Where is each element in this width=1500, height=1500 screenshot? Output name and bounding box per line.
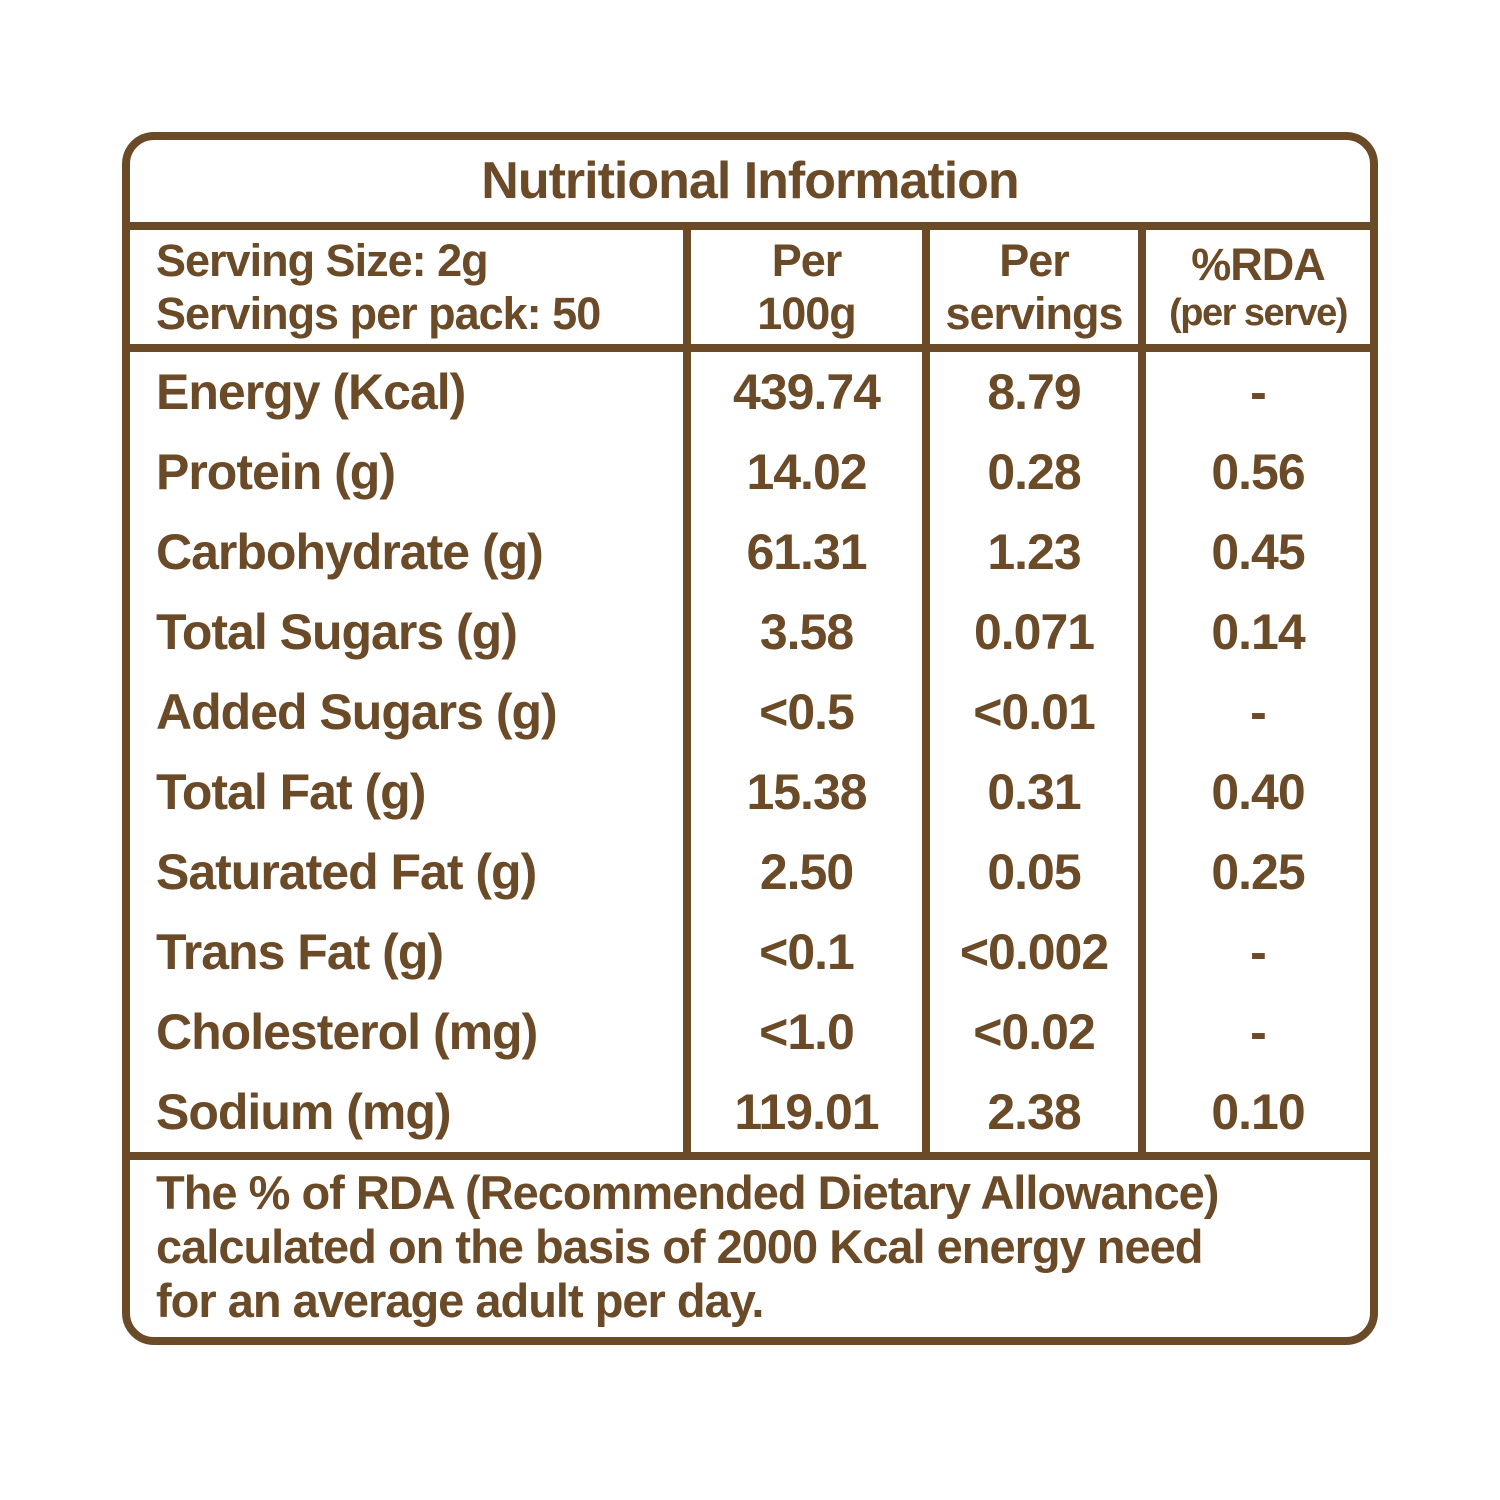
nutrient-name-cell: Total Fat (g) xyxy=(156,764,426,820)
per-100g-cell: <0.1 xyxy=(683,912,922,992)
rda-cell: 0.45 xyxy=(1138,512,1370,592)
per-serving-cell: <0.02 xyxy=(922,992,1138,1072)
column-header-rda: %RDA (per serve) xyxy=(1138,230,1370,352)
per-serving-cell: <0.002 xyxy=(922,912,1138,992)
per-100g-cell: 439.74 xyxy=(683,352,922,432)
footnote-line-3: for an average adult per day. xyxy=(156,1274,764,1327)
nutrient-name-cell: Carbohydrate (g) xyxy=(156,524,544,580)
nutrient-name-cell: Trans Fat (g) xyxy=(156,924,444,980)
rda-cell: 0.40 xyxy=(1138,752,1370,832)
rda-cell: 0.14 xyxy=(1138,592,1370,672)
rda-cell: 0.25 xyxy=(1138,832,1370,912)
per-100g-line1: Per xyxy=(771,234,843,286)
column-header-per-servings: Per servings xyxy=(922,230,1138,352)
rda-line1: %RDA xyxy=(1191,239,1326,291)
per-100g-cell: 61.31 xyxy=(683,512,922,592)
nutrient-name-cell: Cholesterol (mg) xyxy=(156,1004,538,1060)
footnote-line-1: The % of RDA (Recommended Dietary Allowa… xyxy=(156,1166,1219,1219)
nutrient-name-cell: Energy (Kcal) xyxy=(156,364,466,420)
per-serving-cell: 1.23 xyxy=(922,512,1138,592)
per-servings-line2: servings xyxy=(945,288,1123,339)
per-serving-cell: 0.28 xyxy=(922,432,1138,512)
rda-cell: - xyxy=(1138,672,1370,752)
footnote-line-2: calculated on the basis of 2000 Kcal ene… xyxy=(156,1220,1203,1273)
nutrient-name-cell: Protein (g) xyxy=(156,444,396,500)
nutrient-name-cell: Saturated Fat (g) xyxy=(156,844,537,900)
per-serving-cell: <0.01 xyxy=(922,672,1138,752)
per-serving-cell: 0.31 xyxy=(922,752,1138,832)
footnote: The % of RDA (Recommended Dietary Allowa… xyxy=(130,1152,1370,1337)
nutrient-name-cell: Total Sugars (g) xyxy=(156,604,518,660)
serving-size-text: Serving Size: 2g xyxy=(156,234,489,286)
nutrient-name-cell: Added Sugars (g) xyxy=(156,684,558,740)
per-serving-cell: 0.071 xyxy=(922,592,1138,672)
nutrient-name-cell: Sodium (mg) xyxy=(156,1084,452,1140)
column-header-per-100g: Per 100g xyxy=(683,230,922,352)
per-100g-line2: 100g xyxy=(757,288,857,339)
per-100g-cell: 3.58 xyxy=(683,592,922,672)
per-100g-cell: <0.5 xyxy=(683,672,922,752)
per-serving-cell: 0.05 xyxy=(922,832,1138,912)
per-100g-cell: 15.38 xyxy=(683,752,922,832)
per-100g-cell: 14.02 xyxy=(683,432,922,512)
nutrition-table: Serving Size: 2g Servings per pack: 50 P… xyxy=(130,230,1370,1152)
header-serving-info: Serving Size: 2g Servings per pack: 50 xyxy=(130,230,683,352)
label-title: Nutritional Information xyxy=(130,140,1370,230)
per-serving-cell: 2.38 xyxy=(922,1072,1138,1152)
rda-cell: 0.10 xyxy=(1138,1072,1370,1152)
rda-cell: - xyxy=(1138,992,1370,1072)
per-100g-cell: 2.50 xyxy=(683,832,922,912)
rda-cell: - xyxy=(1138,912,1370,992)
rda-cell: 0.56 xyxy=(1138,432,1370,512)
rda-line2: (per serve) xyxy=(1169,292,1348,335)
per-servings-line1: Per xyxy=(999,234,1070,286)
rda-cell: - xyxy=(1138,352,1370,432)
servings-per-pack-text: Servings per pack: 50 xyxy=(156,288,601,339)
per-100g-cell: 119.01 xyxy=(683,1072,922,1152)
per-100g-cell: <1.0 xyxy=(683,992,922,1072)
nutrition-label: Nutritional Information Serving Size: 2g… xyxy=(122,132,1378,1345)
per-serving-cell: 8.79 xyxy=(922,352,1138,432)
